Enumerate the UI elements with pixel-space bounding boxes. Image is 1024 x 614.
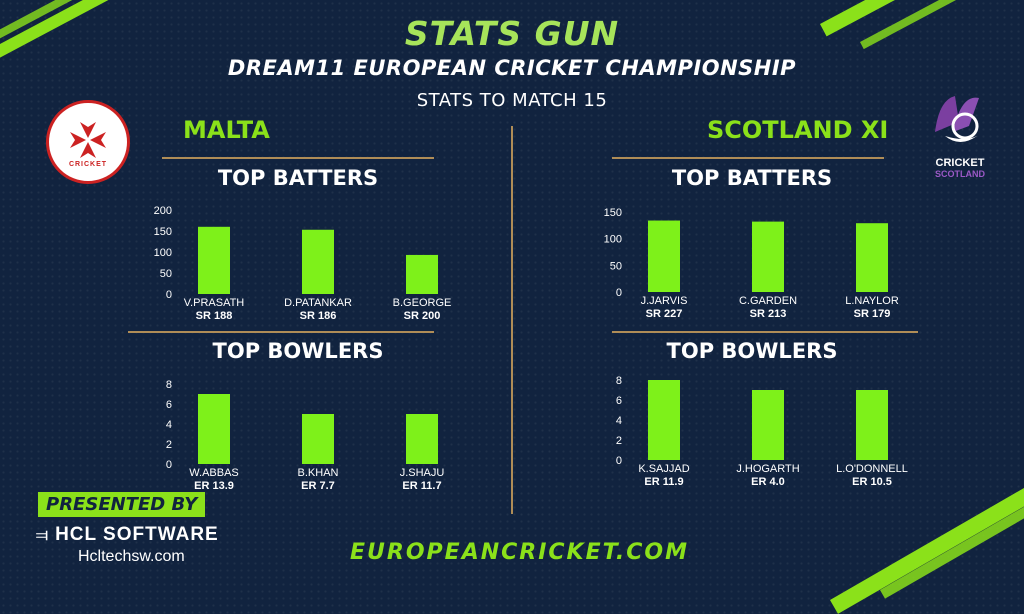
malta-batters-chart: 0 50 100 150 200 V.PRASATH SR 188 D.PATANKAR SR … — [140, 204, 460, 333]
maltese-cross-icon — [70, 122, 106, 158]
website-link[interactable]: EUROPEANCRICKET.COM — [350, 540, 689, 565]
rate-label: SR 200 — [404, 310, 441, 322]
malta-bowlers-title: TOP BOWLERS — [212, 339, 384, 363]
bar — [406, 254, 438, 294]
rate-label: SR 227 — [646, 308, 683, 320]
rate-label: ER 7.7 — [301, 480, 335, 492]
malta-batters-title: TOP BATTERS — [217, 166, 379, 190]
scotland-bowlers-title: TOP BOWLERS — [666, 339, 838, 363]
category-label: B.KHAN — [298, 467, 339, 479]
y-tick-label: 0 — [616, 287, 622, 299]
y-tick-label: 100 — [154, 247, 172, 259]
bar — [406, 414, 438, 464]
rate-label: SR 213 — [750, 308, 787, 320]
rate-label: ER 4.0 — [751, 476, 785, 488]
rate-label: ER 11.9 — [644, 476, 683, 488]
stats-subtitle: STATS TO MATCH 15 — [416, 90, 608, 111]
brand-title: STATS GUN — [404, 14, 620, 53]
y-tick-label: 0 — [616, 455, 622, 467]
category-label: C.GARDEN — [739, 295, 797, 307]
y-tick-label: 4 — [616, 415, 622, 427]
y-tick-label: 8 — [166, 379, 172, 391]
category-label: D.PATANKAR — [284, 297, 352, 309]
bar — [752, 390, 784, 460]
category-label: J.SHAJU — [400, 467, 445, 479]
y-tick-label: 150 — [604, 207, 622, 219]
rate-label: ER 11.7 — [402, 480, 441, 492]
bar — [198, 394, 230, 464]
y-tick-label: 100 — [604, 234, 622, 246]
bar — [648, 380, 680, 460]
y-tick-label: 6 — [616, 395, 622, 407]
divider — [162, 157, 434, 159]
y-tick-label: 0 — [166, 459, 172, 471]
y-tick-label: 50 — [160, 268, 172, 280]
bar — [648, 220, 680, 292]
divider — [128, 331, 434, 333]
team-name-malta: MALTA — [183, 116, 270, 144]
bar — [198, 226, 230, 294]
sponsor-label: HCL SOFTWARE — [55, 524, 219, 545]
event-title: DREAM11 EUROPEAN CRICKET CHAMPIONSHIP — [227, 56, 797, 80]
team-name-scotland: SCOTLAND XI — [707, 116, 889, 144]
divider — [612, 331, 918, 333]
rate-label: SR 179 — [854, 308, 891, 320]
y-tick-label: 6 — [166, 399, 172, 411]
scotland-batters-chart: 0 50 100 150 J.JARVIS SR 227 C.GARDEN SR 213 L.N… — [590, 204, 910, 331]
bar — [302, 229, 334, 294]
presented-by-label: PRESENTED BY — [38, 492, 206, 517]
thistle-icon — [935, 96, 979, 142]
rate-label: ER 10.5 — [852, 476, 892, 488]
category-label: J.HOGARTH — [736, 463, 799, 475]
bar — [302, 414, 334, 464]
malta-cricket-logo: CRICKET — [46, 100, 130, 184]
scotland-bowlers-chart: 0 2 4 6 8 K.SAJJAD ER 11.9 J.HOGARTH ER 4.0 L.O'D… — [590, 372, 910, 495]
category-label: K.SAJJAD — [638, 463, 689, 475]
category-label: J.JARVIS — [641, 295, 688, 307]
malta-bowlers-chart: 0 2 4 6 8 W.ABBAS ER 13.9 B.KHAN ER 7.7 J.SHAJU ER… — [140, 378, 460, 501]
scotland-logo-text-1: CRICKET — [935, 157, 985, 169]
category-label: V.PRASATH — [184, 297, 245, 309]
hcl-logo-icon: ⫤ — [36, 527, 50, 544]
bar — [856, 390, 888, 460]
y-tick-label: 200 — [154, 205, 172, 217]
rate-label: SR 188 — [196, 310, 233, 322]
y-tick-label: 150 — [154, 226, 172, 238]
sponsor-url[interactable]: Hcltechsw.com — [78, 548, 185, 565]
bar — [752, 221, 784, 292]
y-tick-label: 8 — [616, 375, 622, 387]
category-label: B.GEORGE — [393, 297, 452, 309]
divider — [612, 157, 884, 159]
category-label: L.O'DONNELL — [836, 463, 908, 475]
malta-logo-text: CRICKET — [68, 161, 108, 168]
y-tick-label: 4 — [166, 419, 172, 431]
bar — [856, 223, 888, 292]
center-divider — [511, 126, 513, 514]
y-tick-label: 2 — [616, 435, 622, 447]
cricket-scotland-logo: CRICKET SCOTLAND — [925, 92, 995, 182]
rate-label: ER 13.9 — [194, 480, 234, 492]
category-label: L.NAYLOR — [845, 295, 899, 307]
scotland-batters-title: TOP BATTERS — [671, 166, 833, 190]
y-tick-label: 2 — [166, 439, 172, 451]
category-label: W.ABBAS — [189, 467, 239, 479]
rate-label: SR 186 — [300, 310, 337, 322]
y-tick-label: 0 — [166, 289, 172, 301]
y-tick-label: 50 — [610, 260, 622, 272]
scotland-logo-text-2: SCOTLAND — [935, 169, 985, 179]
sponsor-name: ⫤ HCL SOFTWARE — [36, 524, 219, 546]
